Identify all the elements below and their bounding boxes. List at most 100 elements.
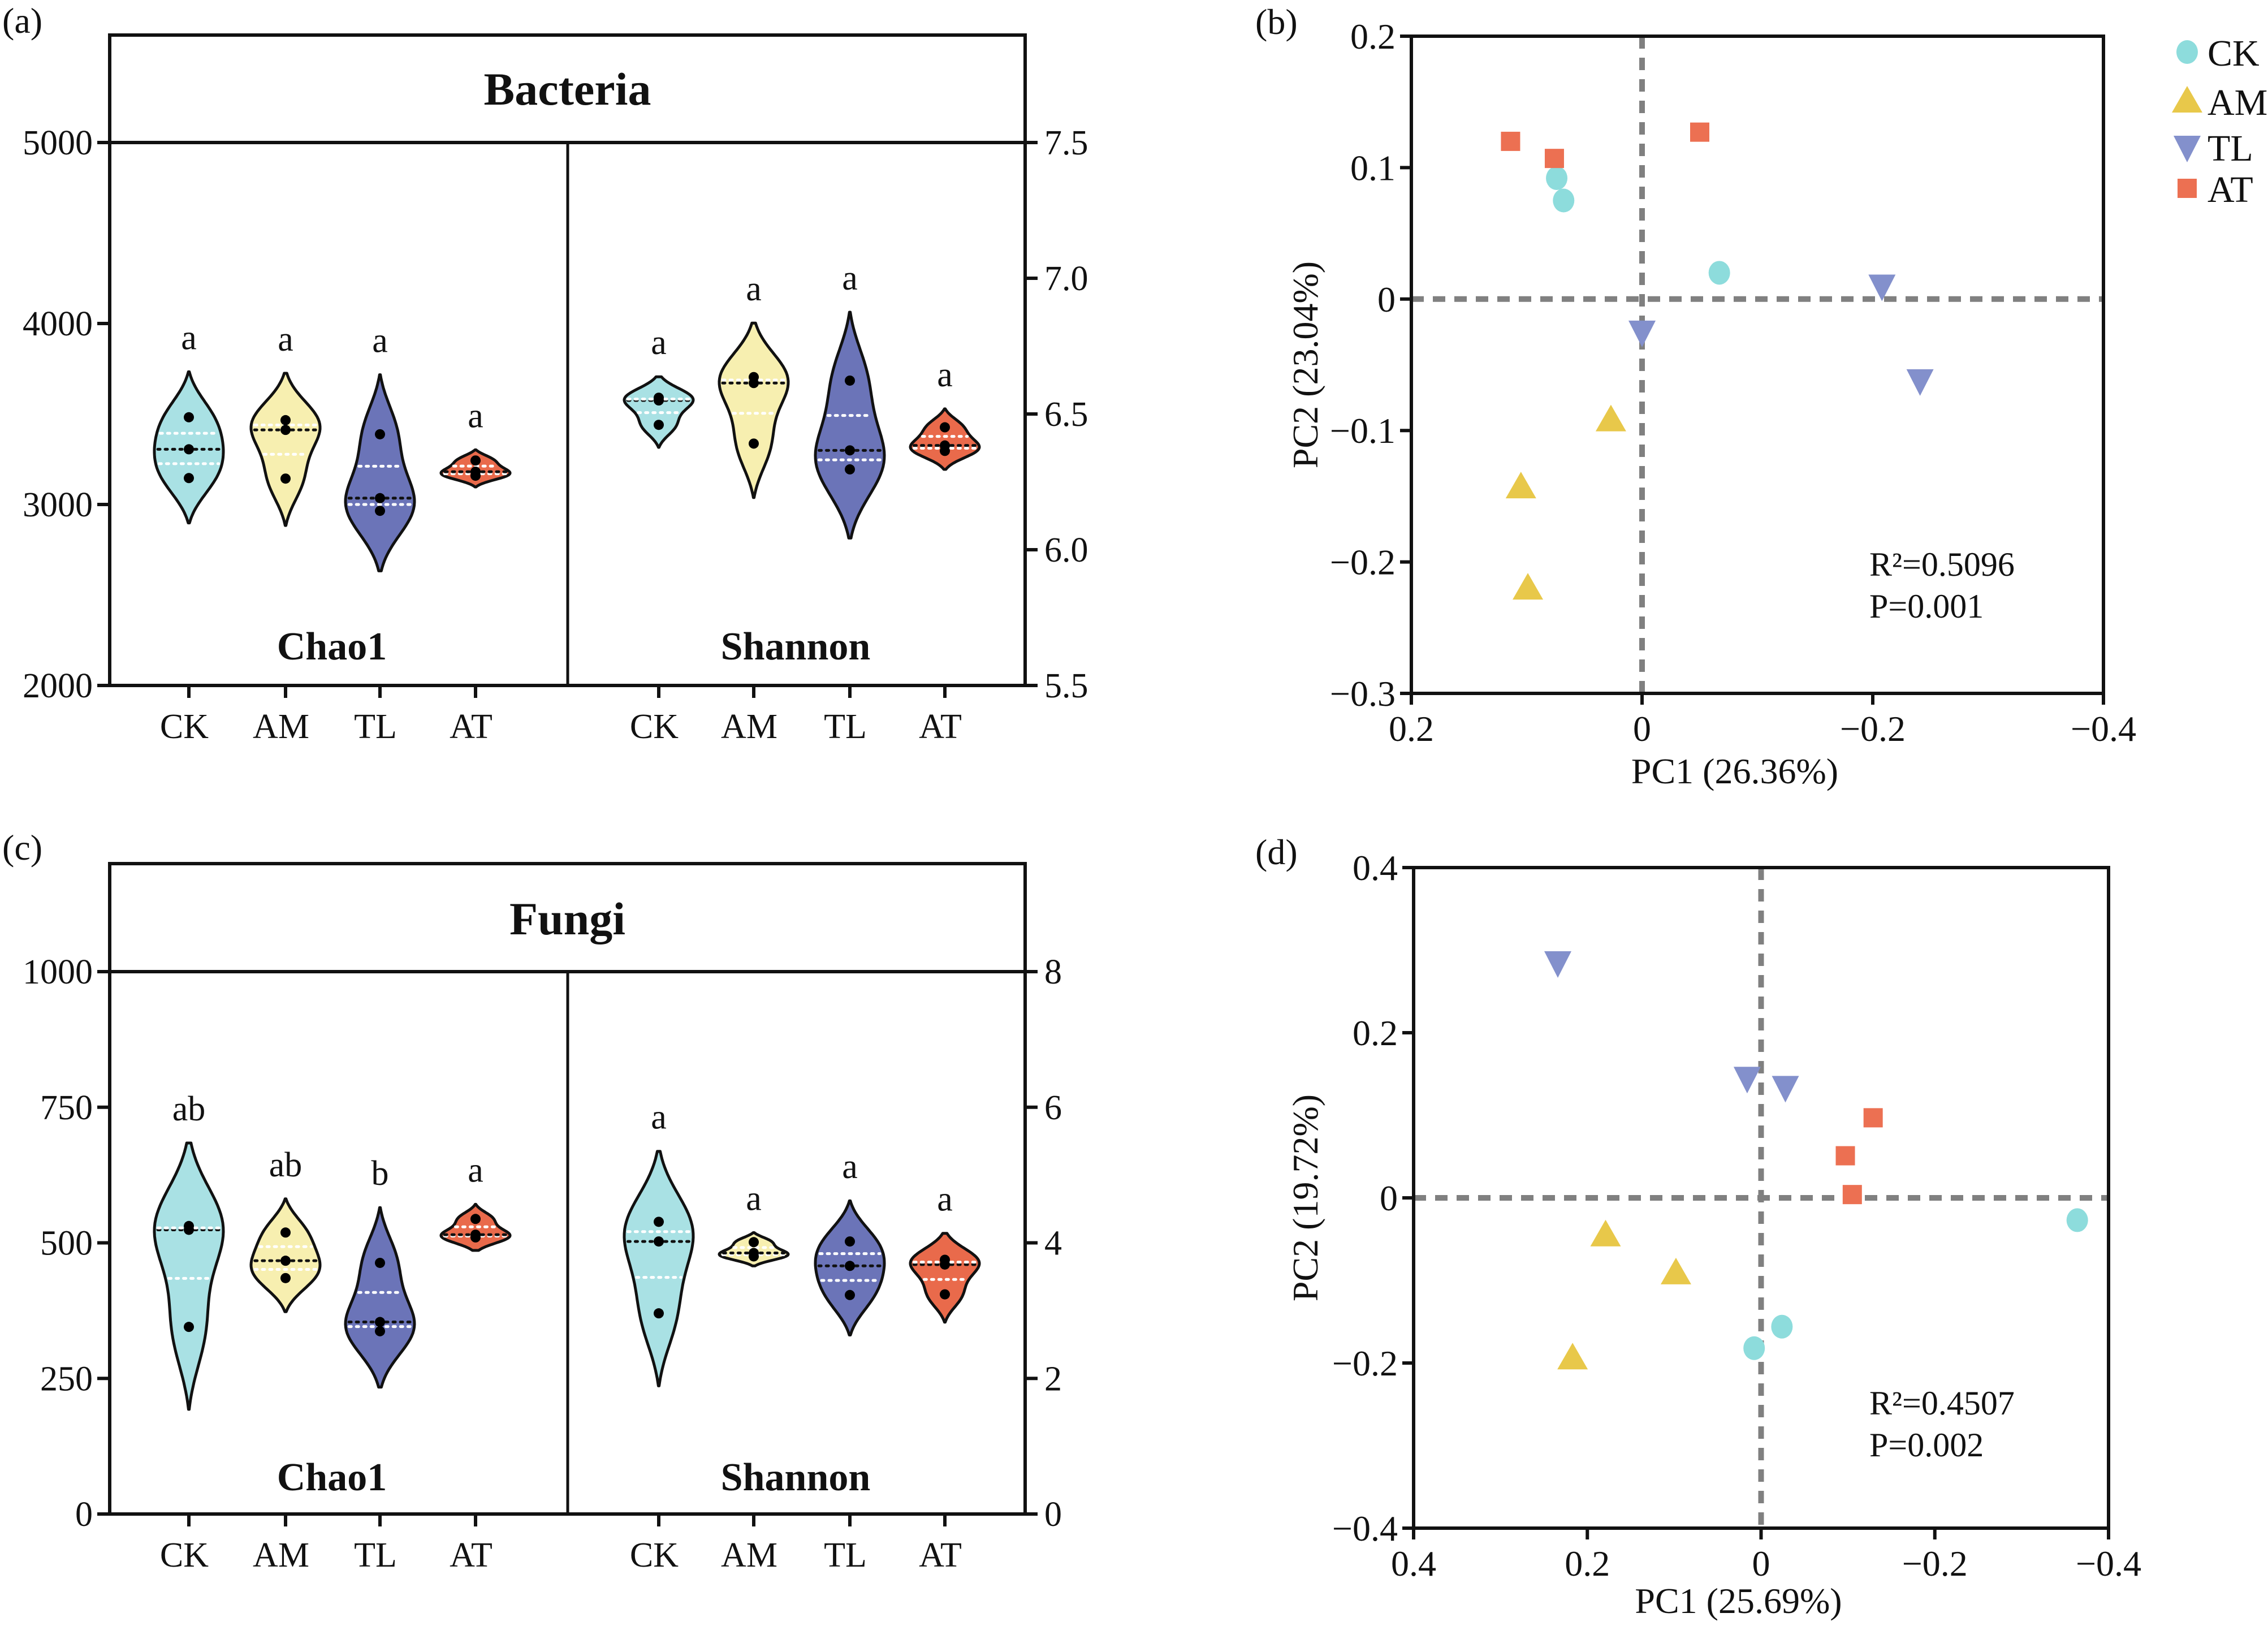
data-point: [845, 1261, 855, 1271]
y-tick-label-right: 7.5: [1044, 124, 1088, 162]
marker-triangle-down: [1772, 1076, 1799, 1103]
pcoa-chart-b: (b) 0.2 0 −0.2 −0.4 0.2 0.1 0 −0.1 −0.2 −0.3 PC1 (2…: [1255, 2, 2267, 791]
significance-letter: a: [468, 1151, 483, 1189]
x-tick-label: AT: [919, 708, 962, 746]
legend-item-am: AM: [2172, 82, 2267, 123]
violin-body: [718, 321, 790, 499]
marker-circle: [2066, 1208, 2088, 1232]
series-tl: [1544, 951, 1799, 1103]
metric-label: Chao1: [277, 625, 387, 668]
x-tick-label: AT: [919, 1536, 962, 1575]
x-tick-label: CK: [160, 1536, 209, 1575]
data-point: [184, 1224, 194, 1235]
marker-circle: [1553, 188, 1575, 213]
y-tick-label: 0.2: [1350, 16, 1396, 57]
data-point: [184, 1322, 194, 1332]
x-tick-label: TL: [354, 1536, 397, 1575]
x-tick-label: 0.2: [1565, 1543, 1610, 1584]
y-tick-label: −0.3: [1330, 674, 1396, 714]
data-point: [280, 473, 291, 484]
data-point: [845, 375, 855, 386]
strip-title: Bacteria: [484, 63, 651, 115]
panel-label: (c): [2, 827, 42, 868]
series-ck: [1546, 166, 1730, 285]
y-tick-label-right: 6: [1044, 1089, 1062, 1127]
panel-label: (d): [1255, 832, 1298, 872]
marker-square: [1863, 1108, 1883, 1128]
violin-at: [439, 448, 512, 489]
marker-circle: [1743, 1336, 1765, 1360]
data-point: [749, 378, 759, 389]
data-point: [375, 506, 385, 516]
data-point: [375, 493, 385, 503]
y-tick-label: 0.4: [1353, 848, 1398, 888]
y-tick-label: 250: [40, 1360, 93, 1398]
series-am: [1557, 1219, 1691, 1370]
x-tick-label: CK: [630, 1536, 679, 1575]
marker-square: [1842, 1185, 1862, 1205]
data-point: [749, 1237, 759, 1248]
marker-square: [1501, 131, 1520, 151]
violin-body: [623, 375, 695, 449]
y-axis-label: PC2 (19.72%): [1285, 1094, 1325, 1301]
significance-letter: a: [181, 318, 197, 357]
marker-triangle-up: [1595, 404, 1626, 432]
legend-item-ck: CK: [2176, 33, 2260, 74]
y-tick-label: 3000: [23, 486, 93, 524]
x-axis-label: PC1 (25.69%): [1635, 1581, 1842, 1621]
metric-label: Shannon: [721, 1456, 871, 1499]
data-point: [654, 1236, 664, 1247]
plot-frame: [1410, 34, 2105, 695]
marker-triangle-up: [1505, 472, 1536, 499]
significance-letter: ab: [172, 1090, 206, 1128]
x-tick-label: AM: [253, 1536, 309, 1575]
legend-label: TL: [2207, 128, 2253, 169]
panel-label: (b): [1255, 2, 1298, 42]
significance-letter: b: [371, 1154, 389, 1193]
y-tick-label-right: 0: [1044, 1495, 1062, 1534]
x-tick-label: −0.4: [2071, 709, 2136, 749]
data-point: [280, 1256, 291, 1266]
data-point: [654, 420, 664, 430]
r-squared-annotation: R²=0.5096: [1869, 546, 2015, 583]
y-tick-label-right: 7.0: [1044, 260, 1088, 298]
violin-body: [909, 1232, 981, 1324]
strip-title: Fungi: [509, 893, 625, 944]
y-tick-label: 500: [40, 1224, 93, 1263]
violin-at: [909, 1232, 981, 1324]
legend-item-at: AT: [2178, 169, 2253, 210]
violin-body: [249, 1197, 322, 1313]
p-value-annotation: P=0.002: [1869, 1426, 1984, 1464]
violin-chart-bacteria: (a) Bacteria 2000 3000 4000 5000 Chao1 CK a AM a TL…: [2, 1, 1088, 746]
violin-body: [814, 310, 886, 540]
x-tick-label: 0: [1633, 709, 1651, 749]
significance-letter: a: [278, 320, 293, 359]
significance-letter: a: [746, 270, 762, 308]
r-squared-annotation: R²=0.4507: [1869, 1385, 2015, 1422]
marker-triangle-down: [1733, 1067, 1761, 1094]
x-tick-label: CK: [160, 708, 209, 746]
data-point: [749, 1251, 759, 1262]
series-am: [1505, 404, 1626, 600]
panel-label: (a): [2, 1, 42, 41]
x-tick-label: CK: [630, 708, 679, 746]
data-point: [280, 1273, 291, 1283]
x-tick-label: AM: [253, 708, 309, 746]
data-point: [375, 1317, 385, 1327]
significance-letter: ab: [269, 1146, 303, 1184]
marker-triangle-down: [1544, 951, 1572, 978]
marker-circle: [1771, 1314, 1793, 1339]
y-tick-label-right: 5.5: [1044, 667, 1088, 705]
data-point: [375, 1326, 385, 1336]
violin-at: [439, 1202, 512, 1252]
y-tick-label: 1000: [23, 953, 93, 991]
data-point: [940, 1289, 950, 1300]
significance-letter: a: [842, 1148, 858, 1186]
violin-tl: [814, 310, 886, 540]
y-tick-label: 0: [75, 1495, 93, 1534]
violin-body: [623, 1150, 695, 1387]
significance-letter: a: [937, 356, 953, 394]
significance-letter: a: [468, 396, 483, 435]
